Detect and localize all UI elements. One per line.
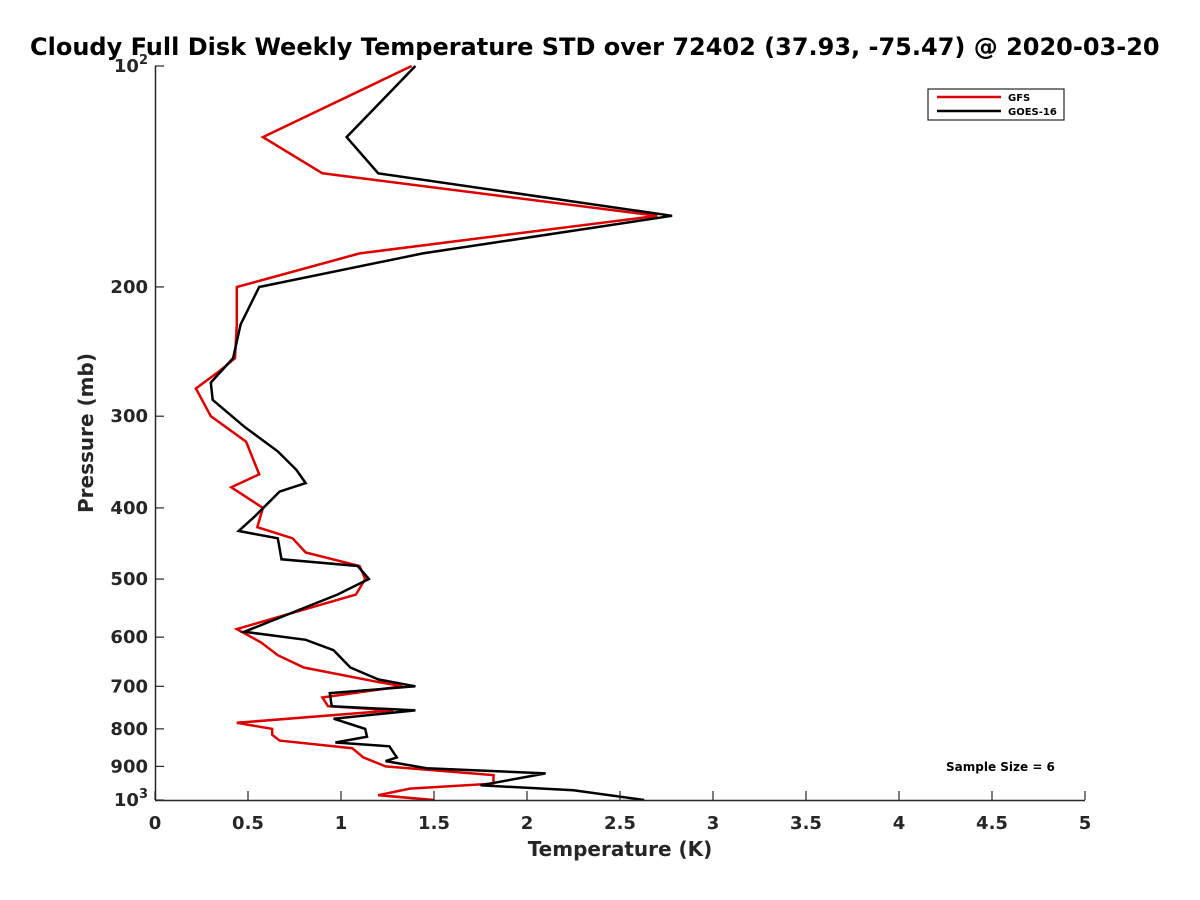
x-tick-label: 2 [521,813,534,834]
y-tick-label: 103 [114,787,148,811]
x-tick-label: 2.5 [604,813,636,834]
legend-box [927,88,1065,121]
x-tick-label: 1.5 [418,813,450,834]
sample-size-annotation: Sample Size = 6 [946,760,1055,774]
y-tick-label: 500 [110,569,148,590]
x-tick-label: 0.5 [232,813,264,834]
y-tick-label: 900 [110,756,148,777]
y-ticks: 102 200 300 400 500 600 700 800 900 103 [110,53,164,811]
legend-entries: GFS GOES-16 [937,93,1057,118]
x-tick-label: 3.5 [790,813,822,834]
series-layer [194,64,673,802]
legend-label-goes-16: GOES-16 [1008,107,1057,118]
chart-title: Cloudy Full Disk Weekly Temperature STD … [30,33,1160,61]
legend: GFS GOES-16 [927,88,1065,121]
x-tick-label: 4.5 [976,813,1008,834]
y-tick-label: 300 [110,406,148,427]
y-tick-label: 102 [114,53,148,77]
axes [154,66,1085,802]
x-tick-label: 5 [1079,813,1092,834]
series-line-gfs [194,64,658,802]
x-ticks: 0 0.5 1 1.5 2 2.5 3 3.5 4 4.5 5 [149,791,1092,834]
x-tick-label: 1 [335,813,348,834]
x-axis-label: Temperature (K) [528,837,713,861]
x-tick-label: 0 [149,813,162,834]
x-tick-label: 4 [893,813,906,834]
y-tick-label: 700 [110,676,148,697]
y-tick-label: 400 [110,498,148,519]
y-axis-label: Pressure (mb) [74,353,98,513]
x-tick-label: 3 [707,813,720,834]
y-tick-label: 600 [110,627,148,648]
y-tick-label: 200 [110,277,148,298]
y-tick-label: 800 [110,719,148,740]
series-line-goes-16 [209,65,673,802]
legend-label-gfs: GFS [1008,93,1030,104]
